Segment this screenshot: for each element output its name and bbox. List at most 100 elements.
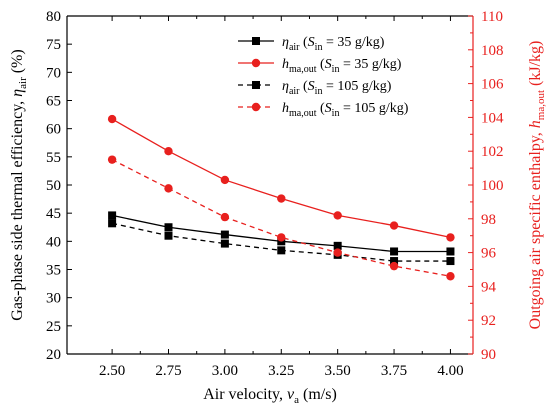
y-right-tick-label: 98: [481, 212, 496, 228]
x-tick-label: 2.75: [155, 363, 181, 379]
y-right-axis-title-sub: ma,out: [535, 90, 547, 120]
legend-label: ηair (Sin = 105 g/kg): [282, 79, 392, 97]
legend-entry: ηair (Sin = 35 g/kg): [238, 35, 385, 53]
legend-cond-var: S: [308, 79, 315, 94]
x-tick-label: 4.00: [437, 363, 463, 379]
y-left-tick-label: 75: [46, 37, 61, 53]
data-point: [164, 184, 173, 193]
legend-sub: air: [289, 86, 300, 97]
x-axis-title-main: Air velocity,: [203, 386, 287, 403]
data-point: [446, 272, 455, 281]
y-right-tick-label: 106: [481, 77, 504, 93]
legend-entry: hma,out (Sin = 105 g/kg): [238, 101, 409, 119]
y-right-tick-label: 108: [481, 43, 504, 59]
y-left-tick-label: 30: [46, 291, 61, 307]
legend-label: ηair (Sin = 35 g/kg): [282, 35, 385, 53]
y-left-axis-title-unit: (%): [9, 49, 26, 77]
x-tick-label: 2.50: [99, 363, 125, 379]
legend-value: = 105 g/kg): [339, 101, 408, 116]
axes-layer: 2.50 2.75 3.00 3.25 3.50 3.75 4.00 20 25 30 35 40 45…: [46, 9, 504, 379]
legend-label: hma,out (Sin = 35 g/kg): [282, 57, 402, 75]
data-point: [390, 257, 399, 266]
data-point: [220, 239, 229, 248]
data-point: [164, 231, 173, 240]
y-left-axis-title-main: Gas-phase side thermal efficiency,: [9, 97, 26, 321]
y-left-axis-title: Gas-phase side thermal efficiency, ηair …: [9, 49, 29, 320]
data-point: [446, 233, 455, 242]
legend-label: hma,out (Sin = 105 g/kg): [282, 101, 409, 119]
legend-entry: ηair (Sin = 105 g/kg): [238, 79, 392, 97]
legend-value: = 35 g/kg): [339, 57, 401, 72]
legend-marker: [251, 58, 261, 68]
legend-cond-sub: in: [315, 86, 323, 97]
legend-sub: ma,out: [289, 108, 317, 119]
data-point: [277, 194, 286, 203]
legend-cond: (: [300, 35, 309, 50]
legend-var: h: [282, 101, 289, 116]
data-point: [164, 147, 173, 156]
legend-var: η: [282, 35, 289, 50]
data-point: [220, 230, 229, 239]
series-layer: [107, 114, 455, 281]
legend-cond-sub: in: [332, 64, 340, 75]
y-left-tick-label: 65: [46, 94, 61, 110]
legend-cond-var: S: [325, 57, 332, 72]
data-point: [333, 248, 342, 257]
legend-marker: [251, 102, 261, 112]
legend-marker: [252, 37, 260, 45]
y-right-tick-label: 102: [481, 144, 504, 160]
y-right-axis-title-unit: (kJ/kg): [527, 41, 544, 90]
y-left-tick-label: 80: [46, 9, 61, 25]
data-point: [108, 219, 117, 228]
x-axis-title: Air velocity, va (m/s): [203, 386, 337, 406]
legend-cond-sub: in: [315, 42, 323, 53]
data-point: [389, 261, 399, 271]
series-2: [107, 114, 455, 242]
data-point: [446, 257, 455, 266]
data-point: [220, 212, 230, 222]
data-point: [107, 155, 117, 164]
axis-titles: Air velocity, va (m/s) Gas-phase side the…: [9, 41, 547, 406]
y-left-tick-label: 50: [46, 178, 61, 194]
y-left-tick-label: 40: [46, 234, 61, 250]
y-left-tick-label: 60: [46, 122, 61, 138]
x-tick-label: 3.25: [268, 363, 294, 379]
y-left-tick-label: 35: [46, 263, 61, 279]
legend-cond-sub: in: [332, 108, 340, 119]
y-right-tick-label: 92: [481, 313, 496, 329]
y-right-tick-label: 104: [481, 110, 504, 126]
legend-var: h: [282, 57, 289, 72]
data-point: [220, 175, 230, 185]
data-point: [333, 241, 342, 250]
data-point: [164, 223, 173, 232]
x-tick-label: 3.00: [212, 363, 238, 379]
y-left-axis-title-var: η: [9, 89, 26, 97]
legend-value: = 105 g/kg): [322, 79, 391, 94]
legend-cond: (: [300, 79, 309, 94]
legend-value: = 35 g/kg): [322, 35, 384, 50]
y-right-axis-title: Outgoing air specific enthalpy, hma,out …: [527, 41, 547, 330]
y-right-axis-title-main: Outgoing air specific enthalpy,: [527, 128, 544, 329]
data-point: [333, 211, 342, 220]
y-left-tick-label: 45: [46, 206, 61, 222]
data-point: [107, 114, 117, 124]
legend: ηair (Sin = 35 g/kg)hma,out (Sin = 35 g/…: [238, 35, 409, 119]
legend-entry: hma,out (Sin = 35 g/kg): [238, 57, 402, 75]
x-axis-title-var: v: [287, 386, 295, 403]
legend-sub: ma,out: [289, 64, 317, 75]
legend-cond: (: [317, 101, 326, 116]
y-left-tick-label: 25: [46, 319, 61, 335]
y-right-tick-label: 96: [481, 246, 497, 262]
series-4: [107, 155, 455, 281]
y-right-axis-title-var: h: [527, 120, 544, 128]
data-point: [390, 247, 399, 256]
legend-cond-var: S: [308, 35, 315, 50]
x-tick-label: 3.50: [325, 363, 351, 379]
x-axis-title-sub: a: [294, 394, 299, 406]
data-point: [108, 211, 117, 220]
data-point: [446, 247, 455, 256]
series-line: [111, 159, 451, 277]
y-left-tick-label: 55: [46, 150, 61, 166]
y-right-tick-label: 94: [481, 279, 497, 295]
